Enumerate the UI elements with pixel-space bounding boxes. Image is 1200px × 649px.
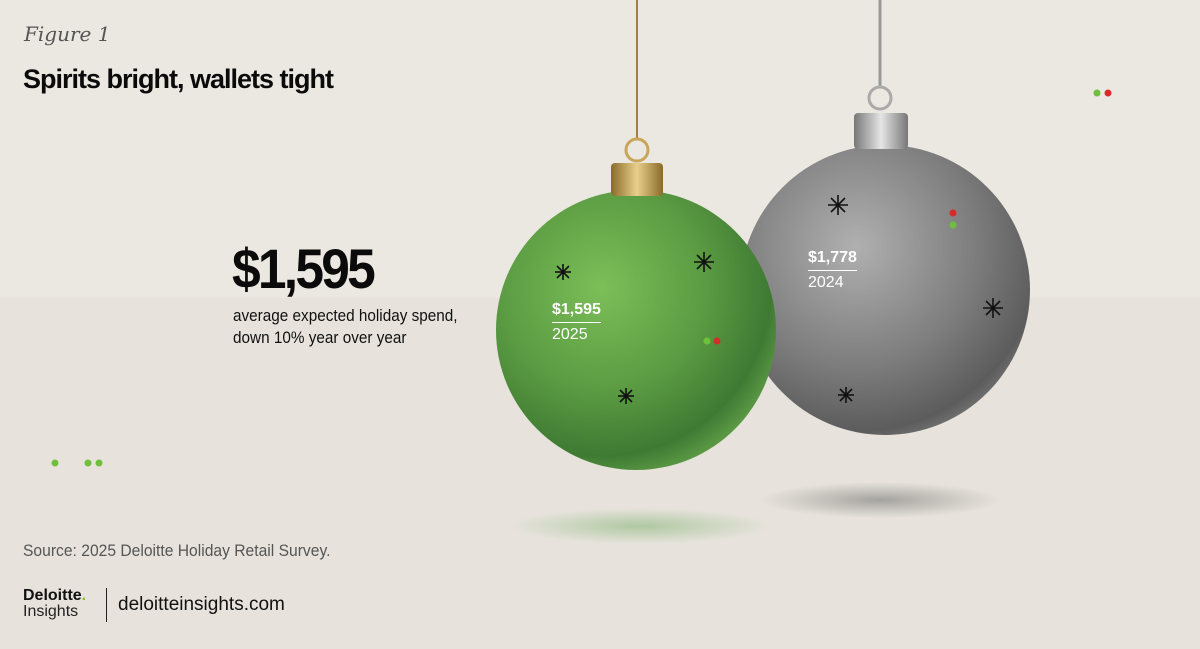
snowflake-icon [828, 195, 848, 215]
snowflake-icon [694, 252, 714, 272]
logo-divider [106, 588, 107, 622]
snowflake-icons [555, 195, 1003, 404]
green-ornament-label: $1,595 2025 [552, 301, 601, 344]
dot [949, 221, 957, 229]
deloitte-insights-logo: Deloitte. Insights [23, 587, 87, 620]
dot [1104, 89, 1112, 97]
dot [703, 337, 711, 345]
green-ornament-cap [611, 163, 663, 196]
logo-sub: Insights [23, 603, 79, 620]
year-label-2024: 2024 [808, 274, 844, 291]
gray-ornament [740, 145, 1030, 435]
dot [95, 459, 103, 467]
snowflake-icon [983, 298, 1003, 318]
dot [713, 337, 721, 345]
description-line-2: down 10% year over year [233, 328, 407, 347]
snowflake-icon [838, 387, 854, 403]
headline-value: $1,595 [232, 237, 376, 300]
value-label-2024: $1,778 [808, 249, 857, 271]
decorative-dots [51, 89, 1112, 467]
page-title: Spirits bright, wallets tight [23, 64, 334, 94]
source-note: Source: 2025 Deloitte Holiday Retail Sur… [23, 541, 331, 560]
green-ornament-shadow [510, 508, 770, 544]
dot [1093, 89, 1101, 97]
snowflake-icon [618, 388, 634, 404]
logo-brand: Deloitte [23, 587, 82, 604]
gray-ornament-loop [867, 85, 893, 111]
gray-ornament-cap [854, 113, 908, 149]
year-label-2025: 2025 [552, 326, 588, 343]
dot [51, 459, 59, 467]
dot [949, 209, 957, 217]
site-link[interactable]: deloitteinsights.com [118, 594, 285, 615]
green-ornament [496, 190, 776, 470]
gray-ornament-label: $1,778 2024 [808, 249, 857, 292]
green-ornament-loop [624, 137, 650, 163]
figure-label: Figure 1 [24, 22, 111, 46]
gray-ornament-shadow [760, 482, 1000, 518]
description-line-1: average expected holiday spend, [233, 306, 458, 325]
dot [84, 459, 92, 467]
headline-description: average expected holiday spend, down 10%… [233, 305, 458, 349]
value-label-2025: $1,595 [552, 301, 601, 323]
snowflake-icon [555, 264, 571, 280]
